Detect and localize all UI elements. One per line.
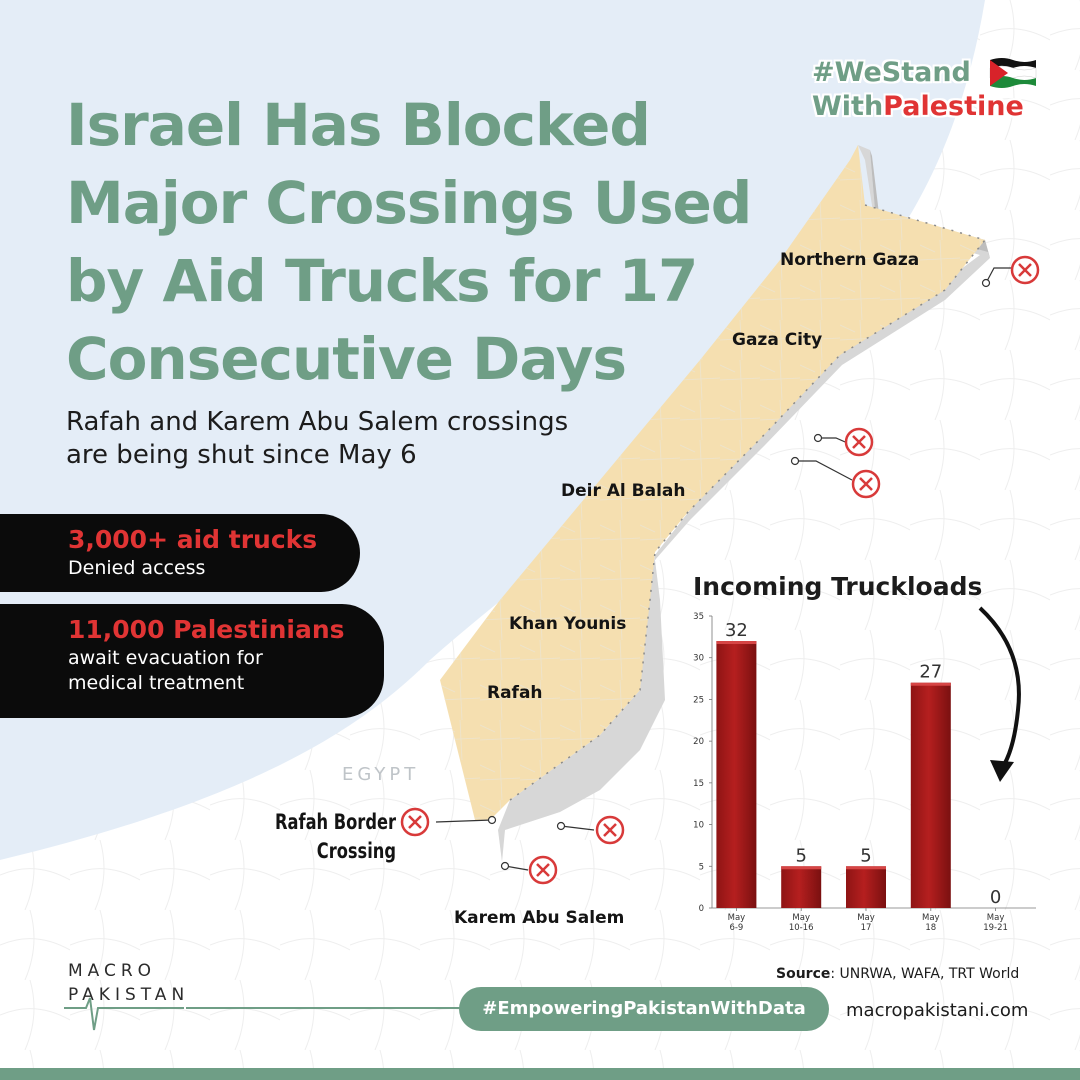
region-label: Northern Gaza xyxy=(780,250,920,270)
region-label: Deir Al Balah xyxy=(561,481,686,501)
bar-value-label: 5 xyxy=(795,845,806,866)
badge-text: #WeStand xyxy=(812,57,971,88)
region-label: Khan Younis xyxy=(509,614,627,634)
stat-card-trucks: 3,000+ aid trucks Denied access xyxy=(0,514,360,592)
page-title: Israel Has Blocked Major Crossings Used … xyxy=(66,91,752,393)
y-tick-label: 0 xyxy=(699,904,704,914)
bar-value-label: 27 xyxy=(919,662,942,683)
bar-value-label: 0 xyxy=(990,887,1001,908)
chart-bar xyxy=(846,866,886,908)
region-label: Gaza City xyxy=(732,330,823,350)
stat-detail: await evacuation for xyxy=(68,647,263,669)
x-tick-label: 18 xyxy=(925,923,936,933)
chart-bar xyxy=(910,682,951,908)
crossing-label-line: Crossing xyxy=(316,839,396,863)
chart-bar-cap xyxy=(716,641,757,645)
footer-divider xyxy=(186,1007,466,1009)
badge-text-accent: Palestine xyxy=(883,91,1024,122)
logo-text: PAKISTANI xyxy=(68,985,184,1005)
chart-bar xyxy=(781,866,822,908)
closed-x-icon xyxy=(851,469,881,499)
stat-headline: 3,000+ aid trucks xyxy=(68,525,318,554)
source-note: Source: UNRWA, WAFA, TRT World xyxy=(776,966,1019,982)
closed-x-icon xyxy=(528,855,558,885)
down-arrow-icon xyxy=(978,606,1021,782)
subtitle-line: are being shut since May 6 xyxy=(66,440,417,470)
bar-value-label: 5 xyxy=(860,845,871,866)
stat-card-palestinians: 11,000 Palestinians await evacuation for… xyxy=(0,604,384,718)
badge-text: With xyxy=(812,91,884,122)
border-wall xyxy=(498,145,990,862)
macropakistani-logo: MACRO PAKISTANI xyxy=(64,961,184,1031)
closed-x-icon xyxy=(595,815,625,845)
y-tick-label: 5 xyxy=(699,862,704,872)
y-tick-label: 30 xyxy=(693,654,704,664)
y-tick-label: 15 xyxy=(693,779,704,789)
stat-headline: 11,000 Palestinians xyxy=(68,615,345,644)
chart-title: Incoming Truckloads xyxy=(693,572,983,601)
country-label: EGYPT xyxy=(342,764,420,785)
stat-detail: medical treatment xyxy=(68,672,245,694)
bar-value-label: 32 xyxy=(725,620,748,641)
bottom-bar xyxy=(0,1068,1080,1080)
closed-x-icon xyxy=(400,807,430,837)
badge-line-2: WithPalestine xyxy=(812,90,1038,124)
chart-bar-cap xyxy=(781,866,822,870)
closed-x-icon xyxy=(1010,255,1040,285)
x-tick-label: 6-9 xyxy=(729,923,743,933)
logo-text: MACRO xyxy=(68,961,156,981)
footer-hashtag: #EmpoweringPakistanWithData xyxy=(459,987,829,1031)
y-tick-label: 25 xyxy=(693,695,704,705)
x-tick-label: May xyxy=(857,913,875,923)
stat-detail: Denied access xyxy=(68,557,206,579)
x-tick-label: 10-16 xyxy=(789,923,814,933)
badge-line-1: #WeStand xyxy=(812,56,1038,90)
truckloads-bar-chart: 0510152025303532May6-95May10-165May1727M… xyxy=(693,612,1036,933)
x-tick-label: 19-21 xyxy=(983,923,1008,933)
y-tick-label: 20 xyxy=(693,737,704,747)
source-text: : UNRWA, WAFA, TRT World xyxy=(830,966,1020,982)
chart-bar-cap xyxy=(910,682,951,686)
chart-bar xyxy=(716,641,757,908)
x-tick-label: May xyxy=(922,913,940,923)
palestine-flag-icon xyxy=(989,58,1037,88)
subtitle-line: Rafah and Karem Abu Salem crossings xyxy=(66,407,569,437)
region-label: Rafah xyxy=(487,683,543,703)
crossing-label-line: Rafah Border xyxy=(275,810,396,834)
source-label: Source xyxy=(776,966,831,982)
y-tick-label: 35 xyxy=(693,612,704,622)
chart-bar-cap xyxy=(846,866,886,870)
y-tick-label: 10 xyxy=(693,821,704,831)
rafah-crossing-label: Rafah Border Crossing xyxy=(262,808,396,866)
closed-x-icon xyxy=(844,427,874,457)
karem-crossing-label: Karem Abu Salem xyxy=(454,908,625,928)
westand-badge: #WeStand WithPalestine xyxy=(812,56,1038,134)
x-tick-label: May xyxy=(987,913,1005,923)
x-tick-label: May xyxy=(728,913,746,923)
website-link[interactable]: macropakistani.com xyxy=(846,1000,1029,1021)
subtitle: Rafah and Karem Abu Salem crossings are … xyxy=(66,406,666,472)
x-tick-label: 17 xyxy=(861,923,872,933)
x-tick-label: May xyxy=(792,913,810,923)
